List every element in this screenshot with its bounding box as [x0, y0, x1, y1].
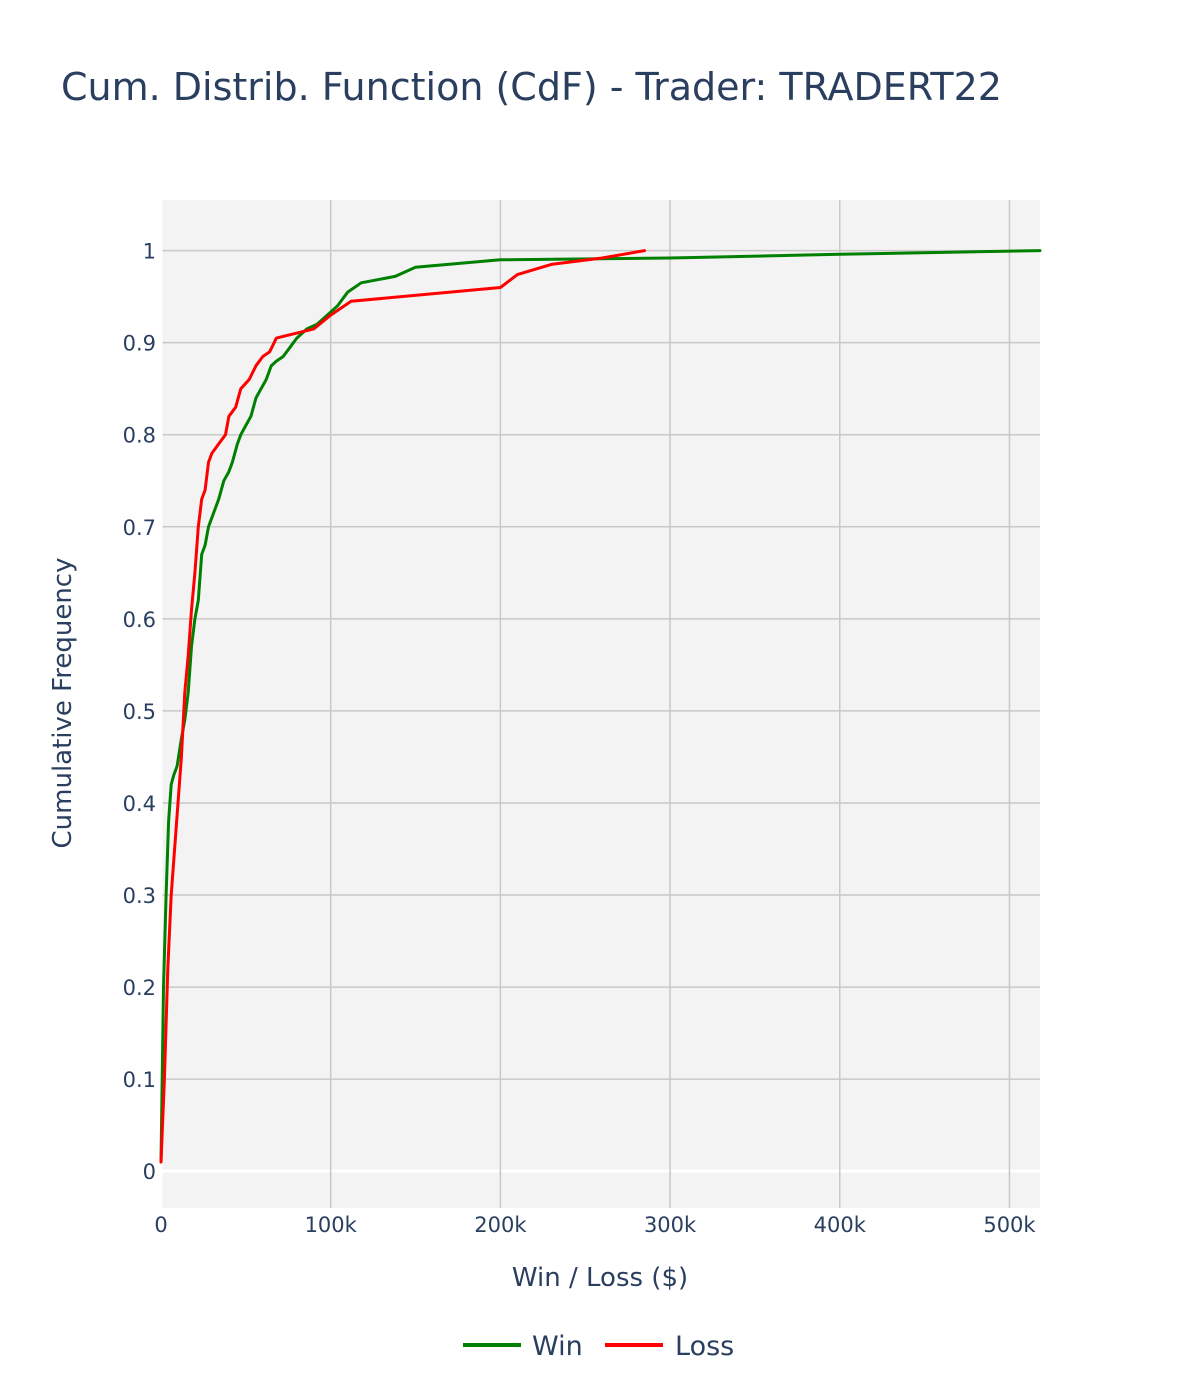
y-tick-label: 0.1: [123, 1068, 156, 1092]
y-tick-label: 0.9: [123, 332, 156, 356]
x-tick-label: 0: [154, 1213, 167, 1237]
y-axis-title: Cumulative Frequency: [48, 558, 78, 849]
grid-lines: [159, 200, 1040, 1208]
plot-area: [161, 200, 1040, 1208]
legend-item-loss[interactable]: Loss: [605, 1331, 734, 1362]
series-lines: [159, 249, 1042, 1164]
y-tick-label: 0.6: [123, 608, 156, 632]
y-tick-label: 0.2: [123, 976, 156, 1000]
x-tick-label: 300k: [644, 1213, 697, 1237]
series-line-loss: [159, 249, 647, 1164]
y-tick-label: 0.8: [123, 424, 156, 448]
y-tick-label: 0.7: [123, 516, 156, 540]
x-tick-label: 200k: [474, 1213, 527, 1237]
x-tick-label: 500k: [983, 1213, 1036, 1237]
x-tick-label: 400k: [814, 1213, 867, 1237]
y-tick-label: 0.4: [123, 792, 156, 816]
x-tick-label: 100k: [305, 1213, 358, 1237]
y-tick-label: 0.3: [123, 884, 156, 908]
legend-item-win[interactable]: Win: [463, 1331, 583, 1362]
tick-labels: 0 0.1 0.2 0.3 0.4 0.5 0.6 0.7 0.8 0.9 1 0 100k 200k 30…: [123, 240, 1037, 1237]
legend-label-win: Win: [532, 1331, 583, 1362]
y-tick-label: 0.5: [123, 700, 156, 724]
y-tick-label: 1: [143, 240, 156, 264]
chart-title: Cum. Distrib. Function (CdF) - Trader: T…: [61, 65, 1002, 109]
y-tick-label: 0: [143, 1160, 156, 1184]
legend: Win Loss: [463, 1331, 734, 1362]
x-axis-title: Win / Loss ($): [512, 1263, 688, 1293]
legend-label-loss: Loss: [675, 1331, 734, 1362]
